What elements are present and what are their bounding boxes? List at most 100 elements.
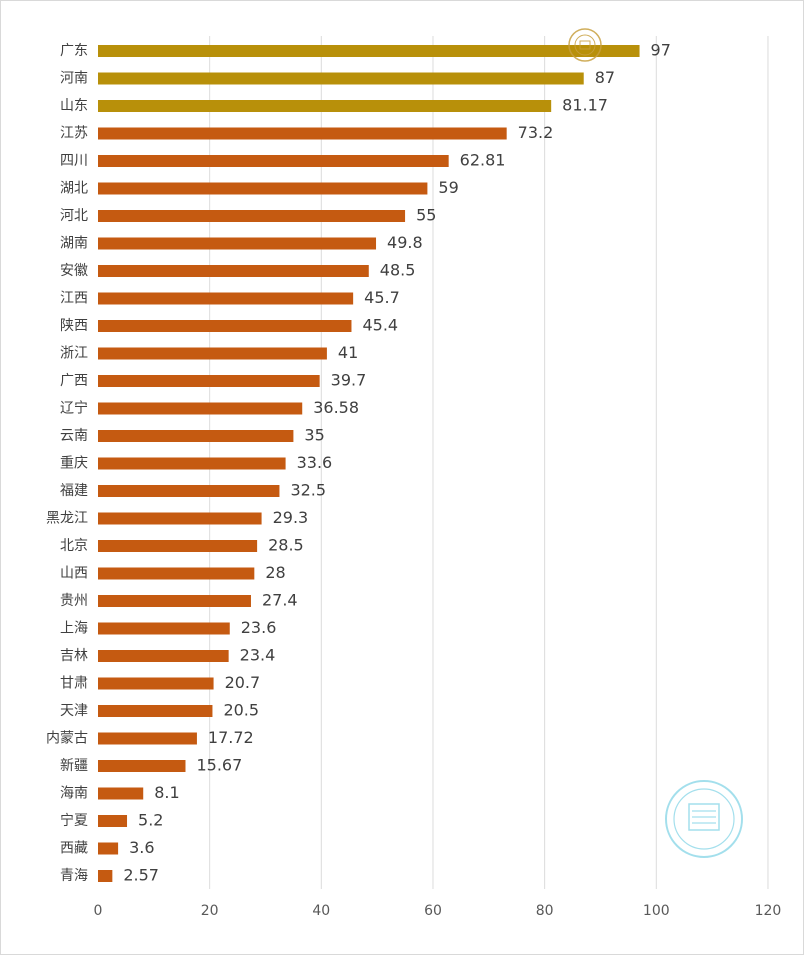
category-label: 广东 bbox=[60, 43, 88, 59]
value-label: 45.7 bbox=[364, 288, 400, 307]
category-label: 海南 bbox=[60, 786, 88, 802]
category-label: 四川 bbox=[60, 153, 88, 169]
bar bbox=[98, 127, 507, 140]
bar bbox=[98, 375, 320, 387]
bar bbox=[98, 155, 449, 167]
category-label: 甘肃 bbox=[60, 676, 88, 692]
category-label: 天津 bbox=[60, 703, 88, 719]
category-label: 山东 bbox=[60, 98, 88, 114]
bar bbox=[98, 292, 354, 305]
value-label: 55 bbox=[416, 206, 436, 225]
seal-watermark-bottom bbox=[665, 780, 743, 858]
bar bbox=[98, 320, 352, 332]
value-label: 23.6 bbox=[241, 618, 277, 637]
category-label: 新疆 bbox=[60, 758, 88, 774]
value-label: 59 bbox=[438, 178, 458, 197]
category-label: 吉林 bbox=[60, 648, 88, 664]
bar bbox=[98, 540, 258, 552]
category-label: 黑龙江 bbox=[46, 511, 88, 527]
x-tick-label: 120 bbox=[755, 903, 782, 919]
bar bbox=[98, 567, 255, 580]
value-label: 49.8 bbox=[387, 233, 423, 252]
bar bbox=[98, 760, 186, 772]
category-label: 宁夏 bbox=[60, 812, 88, 829]
category-label: 江西 bbox=[60, 291, 88, 307]
value-label: 41 bbox=[338, 343, 358, 362]
value-label: 48.5 bbox=[380, 261, 416, 280]
bar bbox=[98, 677, 214, 690]
x-tick-label: 100 bbox=[643, 903, 670, 919]
labels: 广东 97 河南 87 山东 81.17 江苏 73.2 四川 62.81 湖北 59 河北 55 湖南 49… bbox=[46, 41, 671, 885]
value-label: 97 bbox=[651, 41, 671, 60]
category-label: 湖南 bbox=[60, 236, 88, 252]
bar bbox=[98, 347, 327, 360]
value-label: 33.6 bbox=[297, 453, 333, 472]
category-label: 浙江 bbox=[60, 346, 88, 362]
value-label: 20.7 bbox=[225, 673, 261, 692]
value-label: 15.67 bbox=[196, 756, 242, 775]
bar bbox=[98, 182, 428, 195]
category-label: 上海 bbox=[60, 621, 88, 637]
category-label: 陕西 bbox=[60, 318, 88, 334]
bar bbox=[98, 45, 640, 57]
bar bbox=[98, 457, 286, 470]
x-axis-ticks: 0 20 40 60 80 100 120 bbox=[94, 903, 782, 919]
value-label: 8.1 bbox=[154, 783, 179, 802]
seal-watermark-top bbox=[568, 28, 602, 62]
bar bbox=[98, 622, 230, 635]
bar bbox=[98, 72, 584, 85]
bar bbox=[98, 402, 303, 415]
category-label: 西藏 bbox=[60, 841, 88, 857]
x-tick-label: 0 bbox=[94, 903, 103, 919]
x-tick-label: 60 bbox=[424, 903, 442, 919]
category-label: 贵州 bbox=[60, 593, 88, 609]
bar bbox=[98, 210, 406, 222]
value-label: 73.2 bbox=[518, 123, 554, 142]
category-label: 辽宁 bbox=[60, 400, 88, 417]
bar bbox=[98, 265, 369, 277]
category-label: 重庆 bbox=[60, 456, 88, 472]
category-label: 北京 bbox=[60, 538, 88, 554]
bar bbox=[98, 237, 377, 250]
value-label: 27.4 bbox=[262, 591, 298, 610]
bar bbox=[98, 100, 552, 112]
value-label: 81.17 bbox=[562, 96, 608, 115]
bar bbox=[98, 512, 262, 525]
bars bbox=[98, 45, 640, 882]
bar bbox=[98, 650, 229, 662]
bar bbox=[98, 705, 213, 717]
bar bbox=[98, 732, 197, 745]
value-label: 62.81 bbox=[460, 151, 506, 170]
value-label: 23.4 bbox=[240, 646, 276, 665]
category-label: 内蒙古 bbox=[46, 731, 88, 747]
value-label: 20.5 bbox=[223, 701, 259, 720]
value-label: 36.58 bbox=[313, 398, 359, 417]
value-label: 17.72 bbox=[208, 728, 254, 747]
value-label: 3.6 bbox=[129, 838, 154, 857]
category-label: 福建 bbox=[60, 483, 88, 499]
value-label: 29.3 bbox=[273, 508, 309, 527]
category-label: 广西 bbox=[60, 373, 88, 389]
value-label: 2.57 bbox=[123, 866, 159, 885]
bar bbox=[98, 787, 144, 800]
bar bbox=[98, 430, 294, 442]
bar bbox=[98, 870, 113, 882]
category-label: 湖北 bbox=[60, 181, 88, 197]
x-tick-label: 80 bbox=[536, 903, 554, 919]
value-label: 5.2 bbox=[138, 811, 163, 830]
value-label: 35 bbox=[304, 426, 324, 445]
category-label: 河北 bbox=[60, 208, 88, 224]
x-tick-label: 40 bbox=[312, 903, 330, 919]
category-label: 河南 bbox=[60, 71, 88, 87]
category-label: 江苏 bbox=[60, 126, 88, 142]
value-label: 32.5 bbox=[290, 481, 326, 500]
value-label: 39.7 bbox=[331, 371, 367, 390]
category-label: 青海 bbox=[60, 868, 88, 884]
x-tick-label: 20 bbox=[201, 903, 219, 919]
bar bbox=[98, 815, 128, 827]
category-label: 安徽 bbox=[60, 263, 88, 279]
value-label: 45.4 bbox=[362, 316, 398, 335]
category-label: 山西 bbox=[60, 566, 88, 582]
